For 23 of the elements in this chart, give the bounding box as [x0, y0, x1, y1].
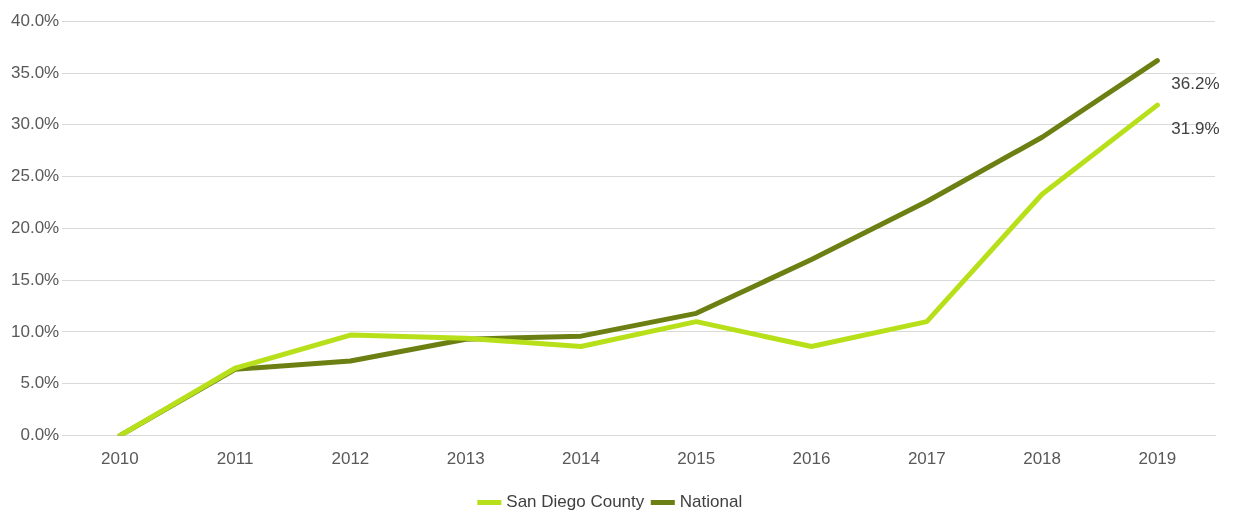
x-tick-label: 2016 — [792, 449, 831, 469]
y-tick-label: 0.0% — [20, 425, 60, 445]
x-tick-label: 2015 — [677, 449, 716, 469]
y-tick-label: 30.0% — [11, 114, 60, 134]
y-tick-label: 5.0% — [20, 373, 60, 393]
x-tick-label: 2013 — [446, 449, 485, 469]
x-tick-label: 2019 — [1138, 449, 1177, 469]
x-tick-label: 2017 — [907, 449, 946, 469]
x-tick-label: 2010 — [100, 449, 139, 469]
y-tick-label: 10.0% — [11, 321, 60, 341]
x-tick-label: 2018 — [1023, 449, 1061, 469]
legend-label: San Diego County — [506, 492, 645, 512]
x-tick-label: 2012 — [331, 449, 370, 469]
legend-label: National — [679, 492, 743, 512]
data-label: 31.9% — [1171, 118, 1220, 138]
y-tick-label: 20.0% — [11, 218, 60, 238]
x-tick-label: 2011 — [216, 449, 254, 469]
y-tick-label: 15.0% — [11, 269, 60, 289]
data-label: 36.2% — [1171, 74, 1220, 94]
x-tick-label: 2014 — [562, 449, 600, 469]
y-tick-label: 35.0% — [11, 62, 60, 82]
y-tick-label: 40.0% — [11, 10, 60, 30]
y-tick-label: 25.0% — [11, 166, 60, 186]
